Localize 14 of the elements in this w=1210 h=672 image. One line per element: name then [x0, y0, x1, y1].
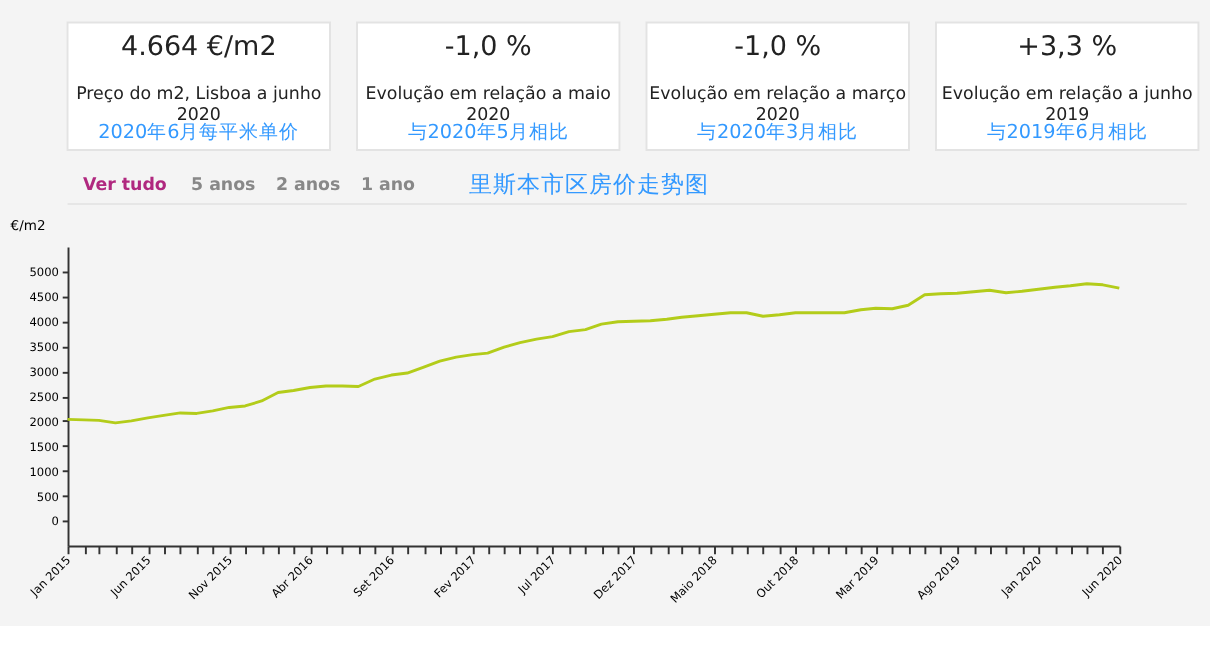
text: +3,3 %: [1017, 31, 1118, 64]
text: 5 anos: [191, 176, 256, 197]
text: 1 ano: [360, 176, 416, 197]
text: 与2019年6月相比: [986, 120, 1148, 145]
text: 2020年6月每平米单价: [98, 120, 300, 145]
text: 与2020年5月相比: [407, 120, 569, 145]
text: 2 anos: [275, 176, 341, 197]
text: Ver tudo: [82, 176, 167, 197]
text: 与2020年3月相比: [697, 120, 859, 145]
chart-title: 里斯本市区房价走势图: [468, 170, 709, 199]
line-series: [66, 282, 1121, 425]
text: -1,0 %: [734, 31, 822, 64]
text: -1,0 %: [444, 31, 533, 64]
text: 4.664 €/m2: [120, 31, 277, 64]
